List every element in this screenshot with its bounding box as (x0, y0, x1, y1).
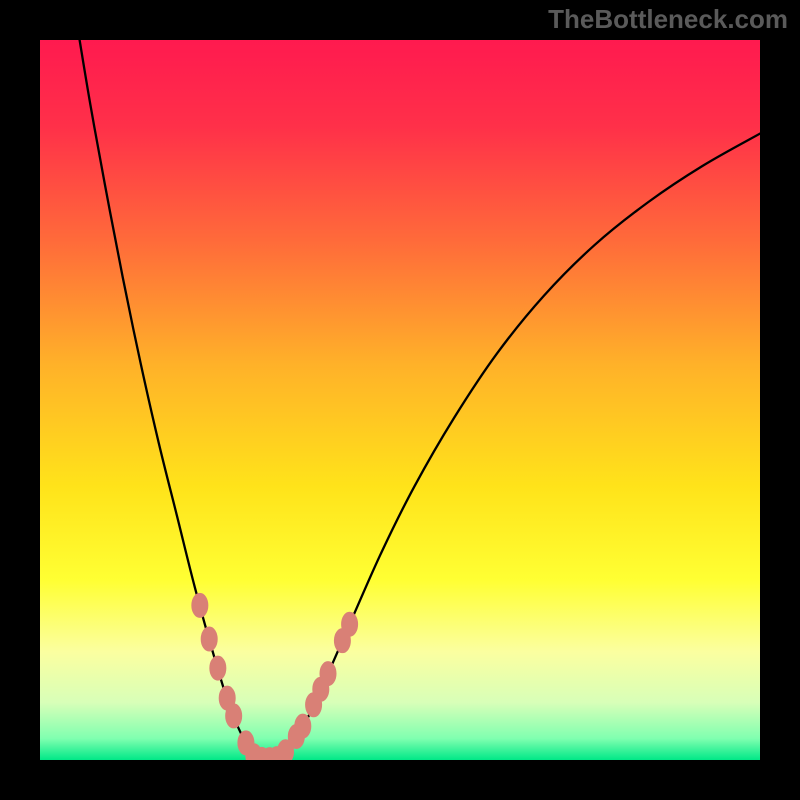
chart-svg: TheBottleneck.com (0, 0, 800, 800)
data-marker (320, 662, 336, 686)
data-marker (342, 612, 358, 636)
bottleneck-chart: TheBottleneck.com (0, 0, 800, 800)
data-marker (201, 627, 217, 651)
data-marker (210, 656, 226, 680)
data-marker (192, 593, 208, 617)
data-marker (226, 704, 242, 728)
watermark-text: TheBottleneck.com (548, 4, 788, 34)
data-marker (295, 714, 311, 738)
